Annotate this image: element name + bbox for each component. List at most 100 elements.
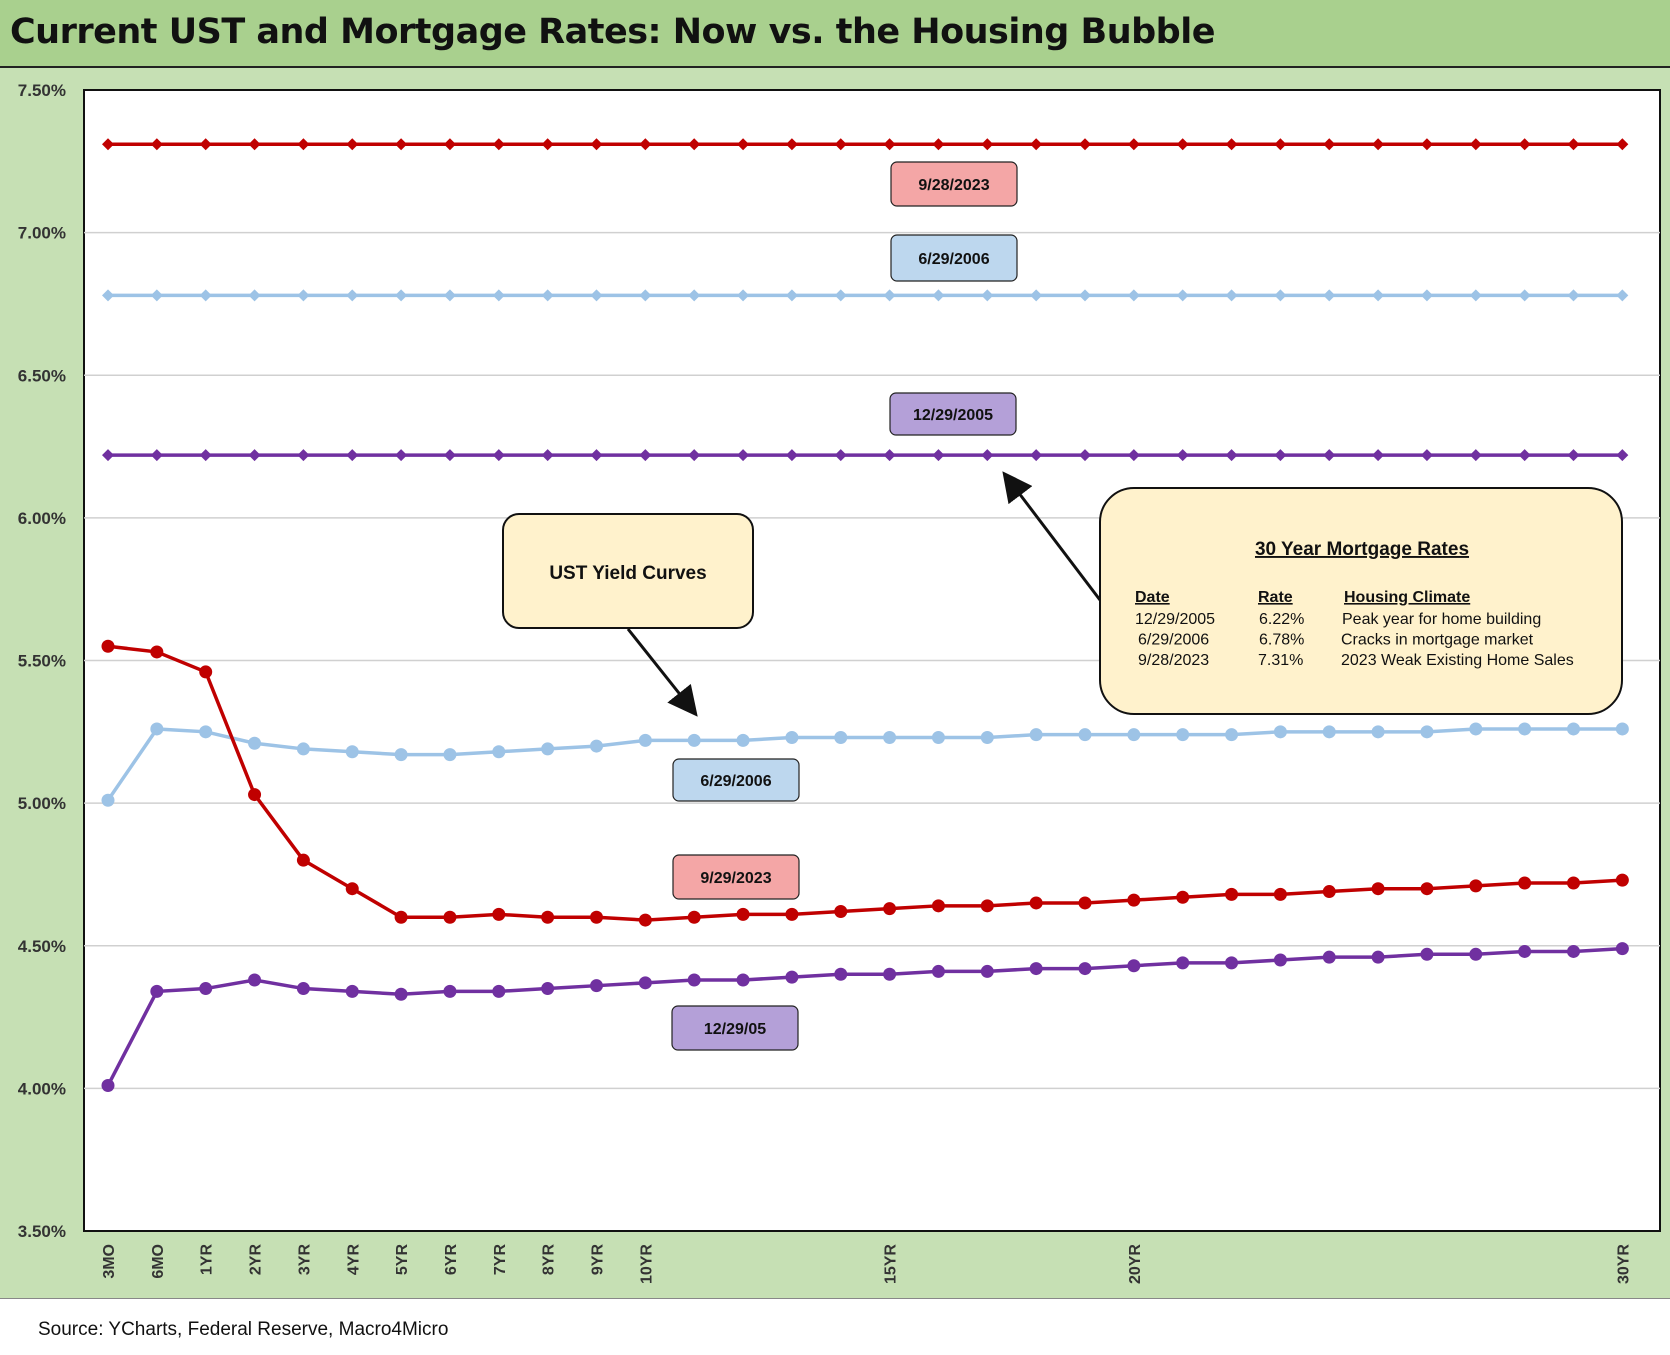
data-point xyxy=(346,289,359,302)
ust-label-2023: 9/29/2023 xyxy=(672,854,800,900)
data-point xyxy=(492,138,505,151)
data-point xyxy=(1371,725,1385,739)
series-line xyxy=(106,727,1623,802)
x-tick-label: 9YR xyxy=(590,1244,607,1276)
data-point xyxy=(150,138,163,151)
mortgage-table-cell: Cracks in mortgage market xyxy=(1341,632,1534,649)
data-point xyxy=(1323,289,1336,302)
data-point xyxy=(1322,885,1336,899)
x-tick-label: 6YR xyxy=(443,1244,460,1276)
data-point xyxy=(1176,728,1190,742)
data-point xyxy=(638,913,652,927)
x-tick-label: 30YR xyxy=(1615,1244,1632,1284)
data-point xyxy=(638,733,652,747)
mortgage-table-cell: 6.22% xyxy=(1259,611,1304,628)
data-point xyxy=(443,449,456,462)
data-point xyxy=(101,793,115,807)
series-mortgage-1 xyxy=(102,289,1629,302)
data-point xyxy=(199,982,213,996)
data-point xyxy=(541,289,554,302)
data-point xyxy=(492,289,505,302)
x-tick-label: 15YR xyxy=(883,1244,900,1284)
data-point xyxy=(590,979,603,993)
data-point xyxy=(1273,953,1287,967)
data-point xyxy=(1420,947,1434,961)
data-point xyxy=(101,1079,115,1093)
data-point xyxy=(394,987,408,1001)
mortgage-label-2005: 12/29/2005 xyxy=(889,392,1017,436)
series-line xyxy=(106,946,1623,1087)
data-point xyxy=(199,449,212,462)
data-point xyxy=(1127,959,1141,973)
data-point xyxy=(737,138,750,151)
ust-callout: UST Yield Curves xyxy=(502,513,754,717)
series-ust-4 xyxy=(101,639,1629,927)
data-point xyxy=(443,138,456,151)
label-text: 12/29/05 xyxy=(704,1021,766,1038)
data-point xyxy=(150,289,163,302)
data-point xyxy=(541,742,555,756)
mortgage-table-cell: 7.31% xyxy=(1258,652,1303,669)
data-point xyxy=(981,289,994,302)
data-point xyxy=(248,138,261,151)
source-note: Source: YCharts, Federal Reserve, Macro4… xyxy=(38,1319,449,1340)
data-point xyxy=(1079,289,1091,302)
data-point xyxy=(1029,896,1043,910)
data-point xyxy=(492,745,506,759)
data-point xyxy=(1225,887,1239,901)
data-point xyxy=(590,739,603,753)
label-box xyxy=(672,854,800,900)
data-point xyxy=(1274,138,1287,151)
data-point xyxy=(248,788,262,802)
data-point xyxy=(1371,882,1385,896)
data-point xyxy=(1616,449,1629,462)
data-point xyxy=(687,910,701,924)
callout-text: UST Yield Curves xyxy=(549,563,706,584)
data-point xyxy=(296,982,310,996)
data-point xyxy=(590,910,603,924)
data-point xyxy=(590,138,603,151)
data-point xyxy=(150,645,164,659)
y-tick-label: 4.00% xyxy=(18,1079,66,1098)
data-point xyxy=(345,745,359,759)
x-tick-label: 7YR xyxy=(492,1244,509,1276)
data-point xyxy=(1079,138,1091,151)
data-point xyxy=(1225,289,1238,302)
data-point xyxy=(834,731,848,745)
data-point xyxy=(1323,449,1336,462)
data-point xyxy=(834,138,847,151)
data-point xyxy=(1029,962,1043,976)
mortgage-label-2006: 6/29/2006 xyxy=(890,234,1018,282)
data-point xyxy=(150,984,164,998)
data-point xyxy=(932,449,945,462)
data-point xyxy=(785,449,798,462)
data-point xyxy=(639,289,652,302)
label-box xyxy=(889,392,1017,436)
data-point xyxy=(1567,876,1580,890)
data-point xyxy=(199,138,212,151)
data-point xyxy=(1518,138,1531,151)
data-point xyxy=(1225,449,1238,462)
mortgage-box-title: 30 Year Mortgage Rates xyxy=(1255,539,1469,560)
data-point xyxy=(785,907,799,921)
data-point xyxy=(1176,890,1190,904)
data-point xyxy=(883,289,896,302)
data-point xyxy=(102,138,114,151)
data-point xyxy=(638,976,652,990)
data-point xyxy=(1518,449,1531,462)
data-point xyxy=(1078,728,1092,742)
data-point xyxy=(737,289,750,302)
data-point xyxy=(834,289,847,302)
data-point xyxy=(687,733,701,747)
series-ust-3 xyxy=(101,722,1629,807)
data-point xyxy=(1225,138,1238,151)
data-point xyxy=(1273,887,1287,901)
data-point xyxy=(1420,138,1433,151)
data-point xyxy=(1273,725,1287,739)
source-bar: Source: YCharts, Federal Reserve, Macro4… xyxy=(0,1298,1670,1355)
data-point xyxy=(1372,289,1385,302)
data-point xyxy=(1567,722,1580,736)
data-point xyxy=(1274,449,1287,462)
data-point xyxy=(1469,879,1483,893)
